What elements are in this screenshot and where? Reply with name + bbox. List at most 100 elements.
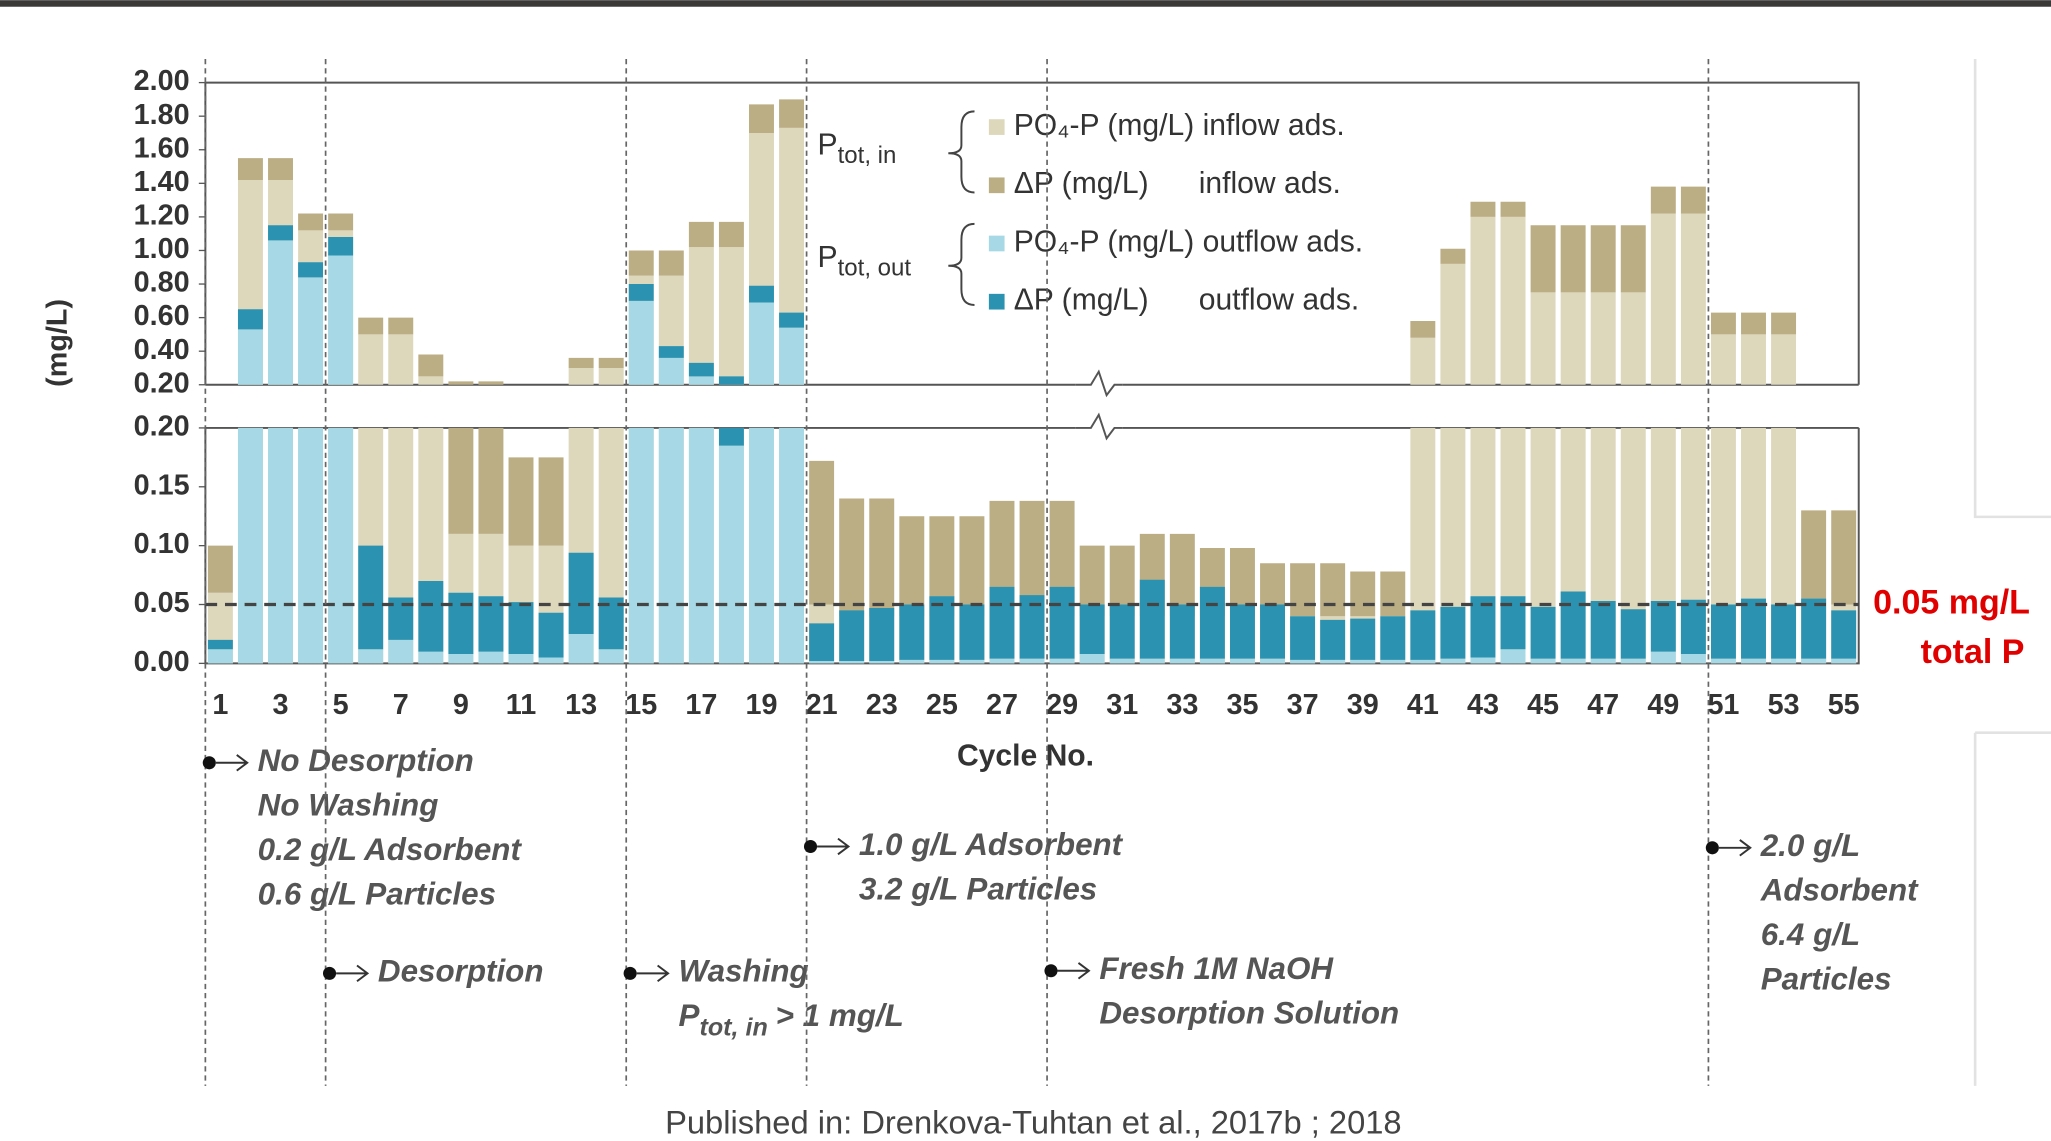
bar-segment: [1650, 213, 1676, 664]
bar-segment: [1650, 600, 1676, 652]
y-tick-label: 1.00: [134, 233, 190, 265]
bar-segment: [1741, 658, 1766, 664]
bar-segment: [1440, 658, 1466, 664]
x-tick-label: 51: [1707, 689, 1739, 721]
bar-segment: [1109, 604, 1135, 659]
x-tick-label: 31: [1106, 689, 1138, 721]
legend-swatch: [988, 119, 1005, 135]
side-panel: [1973, 59, 2051, 1086]
bar-segment: [1470, 201, 1496, 217]
threshold-label: 0.05 mg/L: [1873, 583, 2030, 621]
bar-segment: [328, 237, 354, 256]
bar-segment: [1079, 653, 1105, 664]
bar-segment: [328, 213, 354, 231]
bar-segment: [1139, 658, 1165, 664]
x-tick-label: 39: [1347, 689, 1379, 721]
y-tick-label: 1.20: [134, 199, 190, 231]
bar-segment: [1500, 596, 1526, 650]
bar-segment: [1079, 545, 1105, 617]
bar-segment: [237, 329, 263, 664]
bar-segment: [658, 250, 684, 276]
annotation-formula-part: P: [679, 998, 700, 1033]
bar-segment: [1771, 658, 1797, 664]
bar-segment: [1620, 225, 1646, 293]
annotation-text: Adsorbent: [1760, 873, 1919, 908]
x-tick-label: 53: [1768, 689, 1800, 721]
annotation-text: 1.0 g/L Adsorbent: [859, 827, 1124, 862]
bar-segment: [1680, 213, 1706, 664]
bar-segment: [1500, 216, 1526, 664]
bar-segment: [1680, 186, 1706, 214]
annotation-text: Fresh 1M NaOH: [1099, 951, 1334, 986]
annotation-text: 6.4 g/L: [1761, 917, 1860, 952]
bar-segment: [989, 586, 1015, 659]
x-tick-label: 17: [685, 689, 717, 721]
bar-segment: [718, 376, 744, 446]
bar-segment: [237, 158, 263, 180]
bar-segment: [1470, 657, 1496, 664]
bar-segment: [448, 653, 474, 664]
bar-segment: [959, 604, 985, 660]
bar-segment: [1500, 649, 1526, 664]
legend-swatch: [988, 177, 1005, 194]
legend-label: PO₄-P (mg/L) outflow ads.: [1014, 225, 1363, 258]
bar-segment: [1320, 659, 1346, 664]
bar-segment: [598, 367, 624, 664]
bar-segment: [1771, 312, 1797, 335]
y-tick-label: 1.80: [134, 99, 190, 131]
bar-segment: [959, 659, 985, 664]
bar-segment: [1650, 651, 1676, 664]
x-tick-label: 27: [986, 689, 1018, 721]
legend-swatch: [988, 293, 1005, 310]
bar-segment: [1260, 658, 1286, 664]
bar-segment: [929, 596, 955, 660]
bar-segment: [899, 516, 925, 617]
bar-segment: [1199, 658, 1225, 664]
annotation-formula-part: tot, in: [699, 1013, 767, 1041]
axis-line: [205, 383, 1859, 429]
bar-segment: [1019, 500, 1045, 617]
x-tick-label: 49: [1647, 689, 1679, 721]
y-tick-label: 0.20: [134, 411, 190, 443]
bar-segment: [1410, 337, 1436, 664]
bar-segment: [268, 158, 293, 180]
bar-segment: [1680, 653, 1706, 664]
bar-segment: [298, 213, 324, 231]
bar-segment: [779, 327, 805, 664]
bar-segment: [839, 661, 865, 664]
annotation-formula: Ptot, in > 1 mg/L: [679, 998, 904, 1041]
x-tick-label: 7: [393, 689, 409, 721]
bar-segment: [598, 597, 624, 650]
annotation-dot: [322, 966, 337, 980]
bar-segment: [658, 346, 684, 358]
annotation-formula-part: > 1 mg/L: [776, 998, 904, 1033]
y-tick-label: 0.80: [134, 267, 190, 299]
annotation-text: 3.2 g/L Particles: [859, 871, 1097, 906]
bar-segment: [478, 651, 504, 664]
bar-segment: [448, 592, 474, 654]
bar-segment: [1109, 545, 1135, 617]
annotation-text: Particles: [1761, 962, 1892, 997]
x-tick-label: 3: [273, 689, 289, 721]
bar-segment: [508, 457, 534, 546]
bar-segment: [929, 659, 955, 664]
bar-segment: [1320, 619, 1346, 660]
x-tick-label: 13: [565, 689, 597, 721]
bar-segment: [1350, 571, 1376, 617]
legend-group-label: Ptot, in: [818, 129, 897, 170]
bar-segment: [388, 639, 414, 664]
threshold-label: total P: [1921, 633, 2025, 671]
y-tick-label: 0.20: [134, 367, 190, 399]
bar-segment: [207, 649, 233, 664]
x-tick-label: 37: [1287, 689, 1319, 721]
x-tick-label: 1: [212, 689, 228, 721]
axis-break: [1075, 369, 1123, 441]
bar-segment: [1169, 658, 1195, 664]
annotation-dot: [1705, 841, 1719, 855]
annotation-text: No Washing: [258, 788, 439, 823]
annotation-arrow: [336, 964, 370, 983]
bar-segment: [628, 300, 654, 664]
bar-segment: [1831, 658, 1857, 664]
annotation-arrow: [636, 964, 670, 983]
